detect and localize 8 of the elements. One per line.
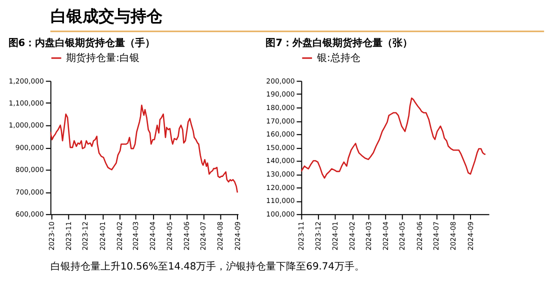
legend-label: 期货持仓量:白银 (66, 52, 140, 64)
text: 白银成交与持仓 (50, 6, 164, 26)
text: 白银持仓量上升10.56%至14.48万手，沪银持仓量下降至69.74万手。 (50, 260, 364, 272)
chart-title: 图7：外盘白银期货持仓量（张） (266, 37, 413, 50)
chart-title: 图6：内盘白银期货持仓量（手） (8, 37, 156, 50)
line-series (301, 97, 486, 179)
line-series (50, 104, 238, 194)
legend-label: 银:总持仓 (316, 52, 360, 64)
